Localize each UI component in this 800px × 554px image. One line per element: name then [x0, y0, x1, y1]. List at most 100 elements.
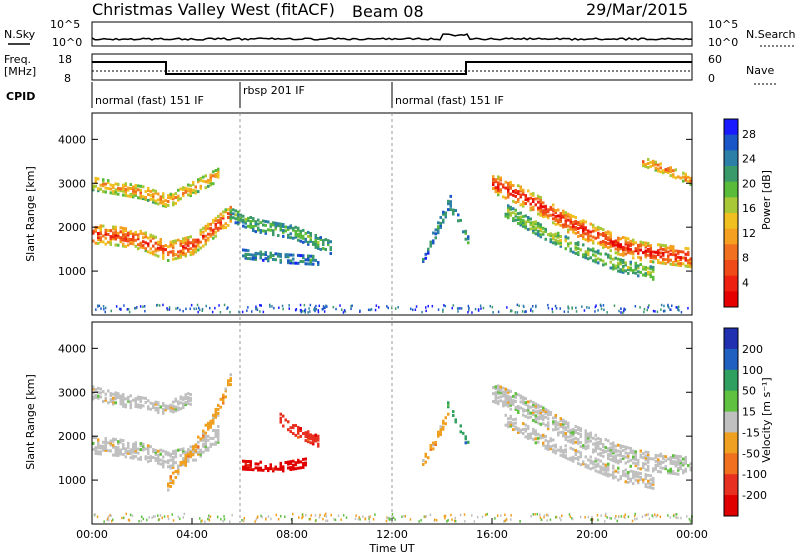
range-cell: [462, 431, 465, 435]
range-cell: [282, 469, 285, 473]
range-cell: [592, 436, 595, 440]
range-cell: [549, 437, 552, 441]
range-cell: [584, 252, 587, 256]
range-cell: [574, 425, 577, 428]
range-cell: [129, 450, 132, 454]
range-cell: [92, 395, 95, 399]
range-cell: [437, 229, 440, 233]
range-cell: [514, 212, 517, 216]
range-cell: [424, 256, 427, 260]
range-cell: [177, 402, 180, 406]
range-cell: [527, 425, 530, 428]
range-cell: [684, 176, 687, 180]
range-cell: [659, 245, 662, 249]
range-cell: [529, 399, 532, 403]
range-cell: [619, 237, 622, 241]
ground-cell: [182, 309, 184, 313]
range-cell: [439, 429, 442, 433]
range-cell: [249, 466, 252, 470]
range-cell: [94, 396, 97, 399]
ground-cell: [610, 517, 612, 520]
range-cell: [184, 188, 187, 192]
range-cell: [547, 425, 550, 429]
range-cell: [289, 224, 292, 228]
range-cell: [182, 194, 185, 198]
range-cell: [597, 446, 600, 450]
range-cell: [204, 444, 207, 448]
range-cell: [192, 250, 195, 254]
range-cell: [542, 435, 545, 439]
range-cell: [544, 204, 547, 208]
ground-cell: [606, 516, 608, 519]
range-cell: [559, 417, 562, 421]
range-cell: [527, 199, 530, 203]
range-cell: [187, 247, 190, 251]
range-cell: [112, 227, 115, 231]
range-cell: [539, 202, 542, 205]
range-cell: [104, 447, 107, 450]
range-cell: [169, 405, 172, 409]
range-cell: [217, 432, 220, 436]
range-cell: [102, 390, 105, 394]
range-cell: [112, 233, 115, 237]
range-cell: [157, 407, 160, 410]
range-cell: [497, 189, 500, 193]
range-cell: [684, 256, 687, 260]
ground-cell: [451, 306, 453, 310]
range-cell: [512, 422, 515, 426]
range-cell: [677, 263, 680, 267]
range-cell: [532, 198, 535, 201]
range-cell: [652, 482, 655, 486]
range-cell: [154, 247, 157, 251]
ground-cell: [476, 516, 479, 519]
range-cell: [184, 459, 187, 463]
range-cell: [169, 479, 172, 482]
range-cell: [634, 458, 637, 462]
range-cell: [569, 458, 572, 462]
range-cell: [637, 473, 640, 477]
range-cell: [309, 232, 312, 235]
range-cell: [167, 196, 170, 199]
range-cell: [609, 260, 612, 264]
range-cell: [519, 185, 522, 189]
range-cell: [574, 244, 577, 247]
ground-cell: [675, 306, 677, 309]
range-cell: [677, 468, 680, 472]
range-cell: [272, 254, 275, 257]
range-cell: [612, 455, 615, 459]
range-cell: [537, 403, 540, 407]
range-cell: [172, 479, 175, 483]
range-cell: [532, 220, 535, 224]
range-cell: [569, 219, 572, 223]
range-cell: [632, 472, 635, 476]
range-cell: [117, 392, 120, 396]
range-cell: [604, 438, 607, 442]
range-cell: [522, 223, 525, 226]
range-cell: [637, 243, 640, 247]
range-cell: [162, 461, 165, 465]
range-cell: [554, 420, 557, 423]
range-cell: [567, 425, 570, 429]
ground-cell: [121, 516, 123, 520]
range-cell: [659, 460, 662, 464]
range-cell: [562, 424, 565, 428]
range-cell: [577, 432, 580, 435]
range-cell: [572, 459, 575, 463]
range-cell: [139, 190, 142, 194]
range-cell: [592, 466, 595, 470]
range-cell: [534, 220, 537, 224]
range-cell: [157, 401, 160, 405]
range-cell: [612, 265, 615, 269]
range-cell: [527, 197, 530, 201]
range-cell: [192, 238, 195, 242]
range-cell: [507, 398, 510, 402]
range-cell: [459, 218, 462, 222]
range-cell: [684, 459, 687, 463]
range-cell: [284, 253, 287, 257]
noise-tick-bottom: 10^0: [52, 36, 82, 49]
range-cell: [537, 436, 540, 440]
range-cell: [129, 402, 132, 406]
range-cell: [514, 407, 517, 411]
range-cell: [439, 221, 442, 225]
range-cell: [302, 457, 305, 461]
